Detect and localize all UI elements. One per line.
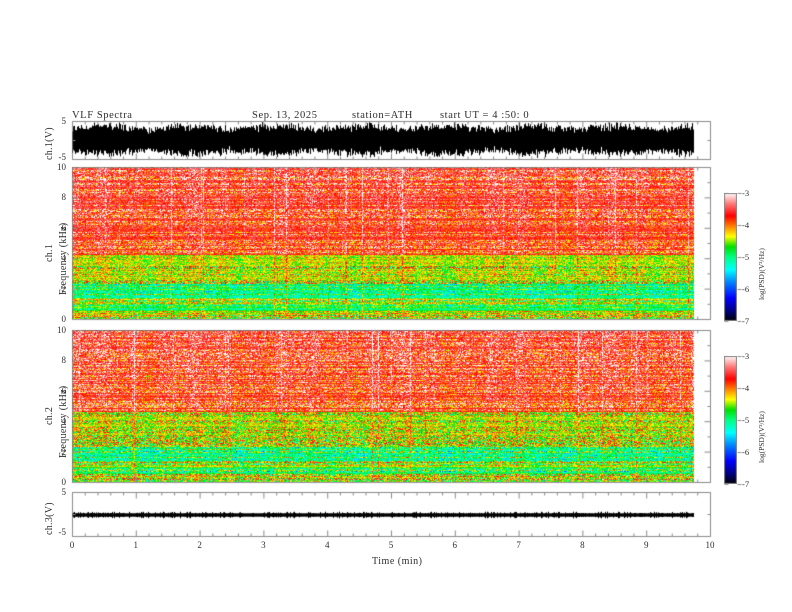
frequency-tick-label: 8 [61,192,67,203]
frequency-tick-label: 2 [61,446,67,457]
colorbar-tick-label: -5 [742,252,750,262]
frequency-tick-label: 10 [57,162,66,172]
x-axis-label: Time (min) [372,556,423,567]
colorbar-tick-label: -4 [742,383,750,393]
colorbar-ch1-gradient [724,193,737,321]
colorbar-tick-label: -5 [742,415,750,425]
frequency-tick-label: 6 [61,222,67,233]
frequency-tick-label: 4 [61,416,67,427]
x-axis-tick-label: 0 [69,540,75,550]
frequency-tick-label: 4 [61,253,67,264]
frequency-tick-label: 6 [61,385,67,396]
x-axis-tick-label: 7 [516,540,521,550]
x-axis-tick-label: 2 [197,540,202,550]
colorbar-ch2-label: log(PSD)(V²/Hz) [757,411,766,463]
frequency-tick-label: 0 [61,477,67,487]
frequency-tick-label: 0 [61,314,67,324]
x-axis-tick-label: 8 [580,540,585,550]
colorbar-ch2-gradient [724,356,737,484]
colorbar-ch1-label: log(PSD)(V²/Hz) [757,248,766,300]
frequency-tick-label: 8 [61,355,67,366]
colorbar-tick-label: -3 [742,188,750,198]
colorbar-tick-label: -7 [742,316,750,326]
x-axis-tick-label: 3 [261,540,266,550]
colorbar-tick-label: -3 [742,351,750,361]
colorbar-tick-label: -4 [742,220,750,230]
colorbar-tick-label: -6 [742,447,750,457]
x-axis-tick-label: 10 [705,540,715,550]
x-axis-tick-label: 5 [388,540,394,550]
x-axis-tick-label: 6 [452,540,458,550]
x-axis-tick-label: 9 [643,540,649,550]
x-axis-tick-label: 1 [133,540,139,550]
colorbar-tick-label: -6 [742,284,750,294]
colorbar-tick-label: -7 [742,479,750,489]
frequency-tick-label: 2 [61,283,67,294]
frequency-tick-label: 10 [57,325,66,335]
x-axis-tick-label: 4 [324,540,330,550]
